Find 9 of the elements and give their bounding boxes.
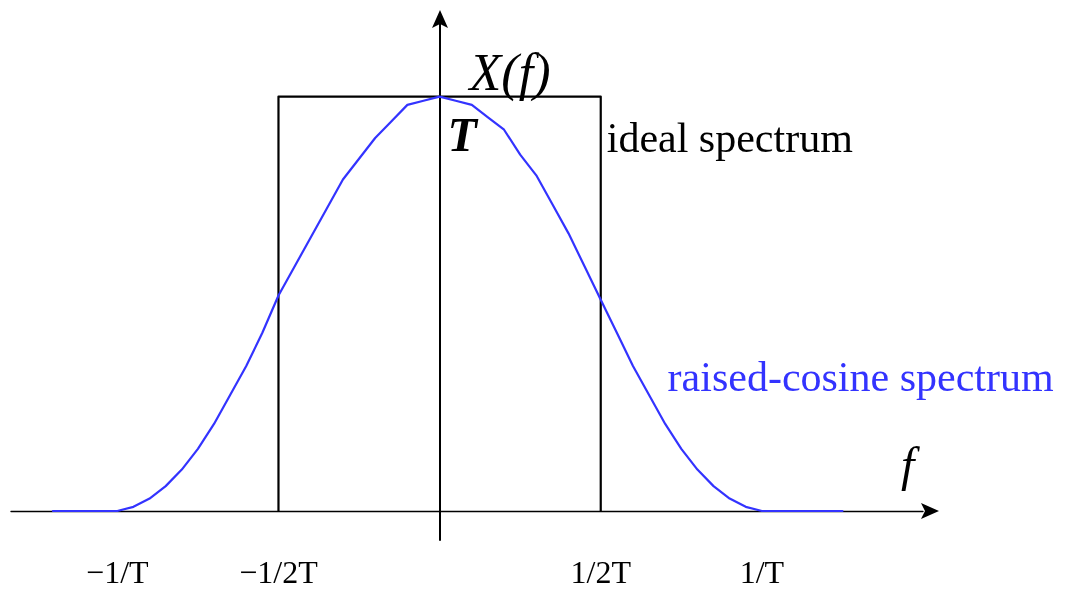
x-axis-title: f bbox=[901, 438, 920, 492]
x-tick-label: −1/T bbox=[86, 554, 150, 590]
x-tick-label: 1/T bbox=[739, 554, 785, 590]
series-label: ideal spectrum bbox=[606, 114, 854, 161]
series-label: raised-cosine spectrum bbox=[667, 353, 1054, 400]
x-tick-label: −1/2T bbox=[239, 554, 319, 590]
y-axis-title: X(f) bbox=[467, 43, 551, 102]
x-tick-label: 1/2T bbox=[570, 554, 632, 590]
annotation: T bbox=[447, 108, 479, 162]
